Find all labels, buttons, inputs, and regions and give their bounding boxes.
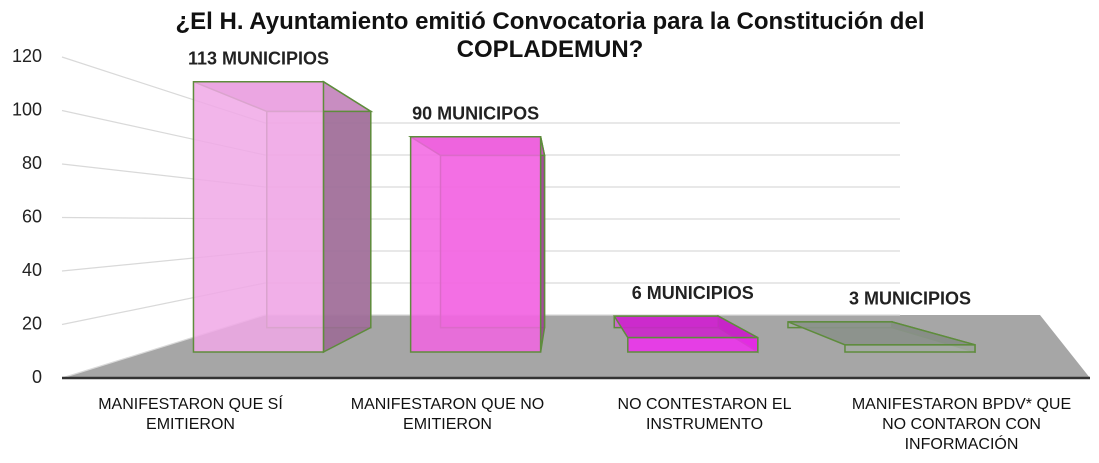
value-label: 90 MUNICIPOS xyxy=(412,104,539,124)
y-tick-label: 0 xyxy=(32,367,42,387)
bar-front xyxy=(844,344,976,353)
y-tick-label: 40 xyxy=(22,260,42,280)
value-label: 113 MUNICIPIOS xyxy=(188,48,329,68)
value-label: 6 MUNICIPIOS xyxy=(632,283,754,303)
bar-front xyxy=(192,80,325,353)
x-tick-label: MANIFESTARON BPDV* QUE NO CONTARON CON I… xyxy=(851,396,1072,453)
y-tick-label: 60 xyxy=(22,206,42,226)
x-tick-label: MANIFESTARON QUE SÍ EMITIERON xyxy=(98,396,283,433)
bar xyxy=(192,80,374,354)
x-tick-label: NO CONTESTARON EL INSTRUMENTO xyxy=(617,396,792,433)
chart-title: ¿El H. Ayuntamiento emitió Convocatoria … xyxy=(175,8,925,63)
bar xyxy=(612,314,759,354)
y-tick-label: 120 xyxy=(12,46,42,66)
x-tick-label: MANIFESTARON QUE NO EMITIERON xyxy=(350,396,545,433)
bar xyxy=(787,320,976,354)
bar-side xyxy=(322,80,372,354)
y-tick-label: 80 xyxy=(22,153,42,173)
bar xyxy=(408,136,546,353)
bar-front xyxy=(409,136,542,353)
y-tick-label: 100 xyxy=(12,99,42,119)
value-label: 3 MUNICIPIOS xyxy=(849,289,971,309)
bar-front xyxy=(627,336,759,353)
y-tick-label: 20 xyxy=(22,313,42,333)
